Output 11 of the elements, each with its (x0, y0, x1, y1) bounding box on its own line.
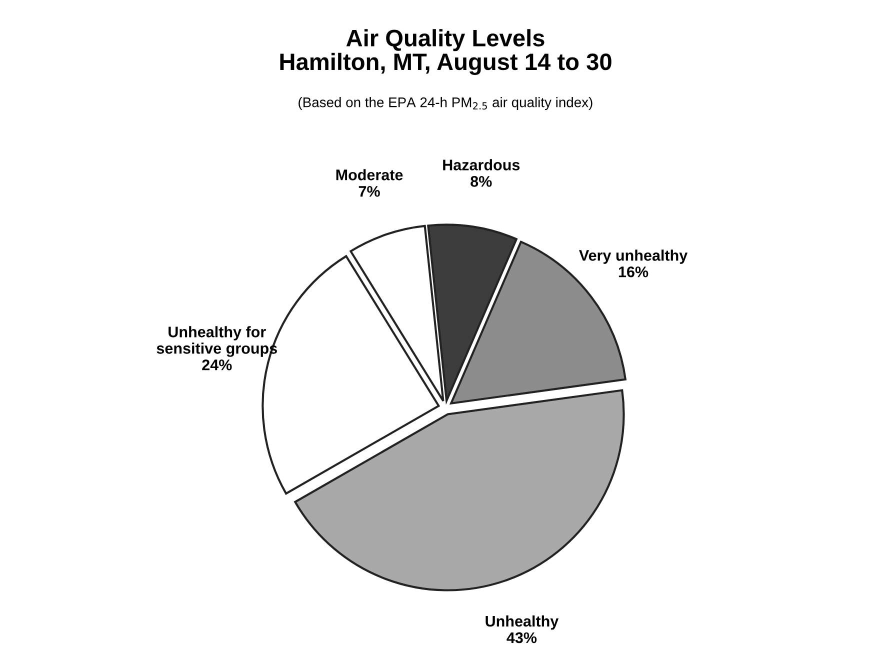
chart-subtitle: (Based on the EPA 24-h PM$_{2.5}$ air quality index) (298, 97, 592, 110)
chart-title: Air Quality Levels Hamilton, MT, August 14 to 30 (280, 29, 612, 75)
slice-label: Unhealthy (486, 615, 559, 630)
data-label: 16% (618, 266, 648, 278)
data-label: 24% (202, 360, 232, 370)
slice-label: Moderate (336, 169, 403, 180)
slice-label: Hazardous (443, 159, 520, 170)
data-label: 8% (470, 176, 492, 187)
data-label: 43% (506, 632, 537, 644)
slice-label: Very unhealthy (579, 250, 688, 264)
data-label: 7% (358, 186, 380, 197)
